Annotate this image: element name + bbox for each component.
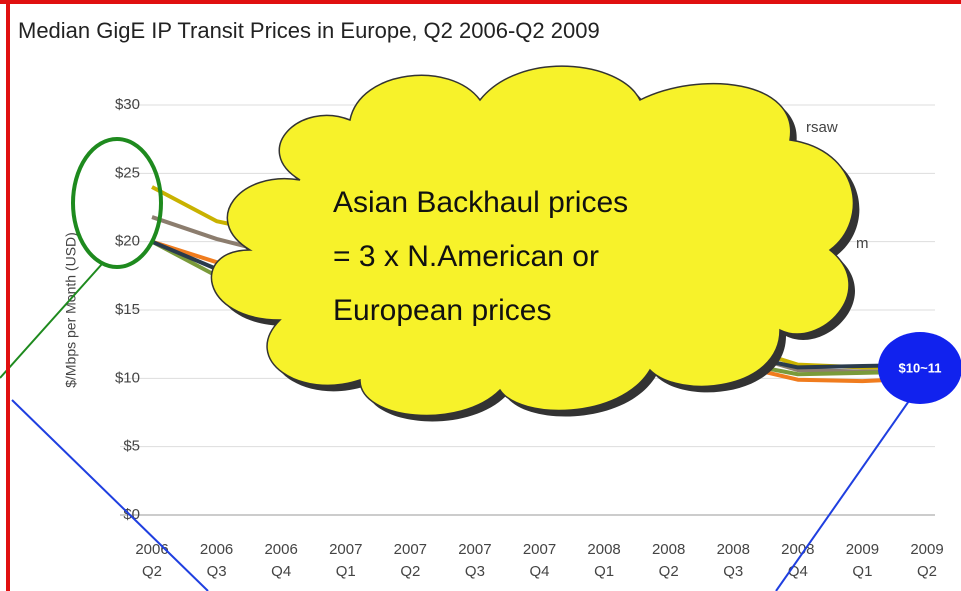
x-tick-label: 2007	[394, 541, 427, 558]
x-tick-label: Q2	[142, 563, 162, 580]
cloud	[210, 65, 855, 417]
x-tick-label: 2006	[135, 541, 168, 558]
x-tick-label: Q3	[465, 563, 485, 580]
x-tick-label: 2006	[200, 541, 233, 558]
legend-label: rsaw	[806, 119, 838, 136]
y-tick-label: $20	[115, 233, 140, 250]
chart-title: Median GigE IP Transit Prices in Europe,…	[18, 18, 600, 43]
x-tick-label: Q1	[594, 563, 614, 580]
y-tick-label: $25	[115, 164, 140, 181]
x-tick-label: Q1	[336, 563, 356, 580]
pointer-line	[0, 263, 103, 379]
cloud-text: = 3 x N.American or	[333, 240, 599, 273]
x-tick-label: Q2	[400, 563, 420, 580]
cloud-text: Asian Backhaul prices	[333, 186, 628, 219]
bubble-text: $10~11	[898, 360, 941, 375]
highlight-ellipse	[71, 137, 163, 269]
pointer-line	[11, 399, 209, 591]
x-tick-label: 2007	[523, 541, 556, 558]
pointer-line	[775, 387, 919, 591]
x-tick-label: Q3	[723, 563, 743, 580]
x-tick-label: 2009	[846, 541, 879, 558]
y-tick-label: $10	[115, 369, 140, 386]
x-tick-label: 2008	[781, 541, 814, 558]
x-tick-label: 2008	[717, 541, 750, 558]
x-tick-label: Q2	[659, 563, 679, 580]
y-tick-label: $30	[115, 96, 140, 113]
x-tick-label: Q4	[529, 563, 549, 580]
x-tick-label: 2006	[264, 541, 297, 558]
y-tick-label: $15	[115, 301, 140, 318]
cloud-text: European prices	[333, 294, 551, 327]
x-tick-label: 2007	[458, 541, 491, 558]
x-tick-label: 2009	[910, 541, 943, 558]
x-tick-label: Q3	[207, 563, 227, 580]
x-tick-label: 2008	[587, 541, 620, 558]
y-tick-label: $5	[123, 438, 140, 455]
x-tick-label: 2007	[329, 541, 362, 558]
x-tick-label: Q1	[852, 563, 872, 580]
x-tick-label: 2008	[652, 541, 685, 558]
y-axis-label: $/Mbps per Month (USD)	[63, 232, 79, 388]
y-tick-label: $0	[123, 506, 140, 523]
legend-label: m	[856, 235, 869, 252]
x-tick-label: Q4	[271, 563, 291, 580]
x-tick-label: Q2	[917, 563, 937, 580]
value-bubble	[878, 332, 961, 404]
